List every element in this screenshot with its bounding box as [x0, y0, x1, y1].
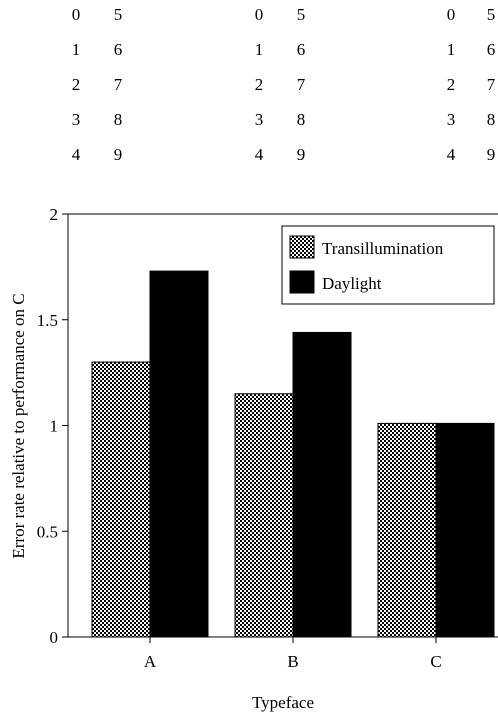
y-tick-label: 1.5: [37, 311, 58, 330]
legend-swatch-transillumination: [289, 235, 315, 259]
legend-swatch-daylight: [289, 270, 315, 294]
bar-transillumination-b: [234, 393, 294, 638]
x-tick-label: A: [144, 652, 157, 671]
y-tick-label: 0: [50, 628, 59, 647]
digit-sample: 7: [114, 75, 123, 94]
digit-sample: 3: [447, 110, 456, 129]
digit-sample: 6: [297, 40, 306, 59]
digit-sample: 2: [72, 75, 81, 94]
digit-sample: 8: [297, 110, 306, 129]
legend-box: [281, 225, 495, 305]
bar-daylight-a: [149, 270, 209, 638]
y-axis-title: Error rate relative to performance on C: [9, 293, 28, 558]
digit-sample: 0: [255, 5, 264, 24]
y-axis-ticks: 0 0.5 1 1.5 2: [37, 205, 68, 647]
x-tick-label: C: [430, 652, 441, 671]
bar-daylight-c: [435, 422, 495, 638]
digit-sample: 8: [114, 110, 123, 129]
digit-sample: 6: [114, 40, 123, 59]
bar-transillumination-c: [377, 422, 437, 638]
x-tick-label: B: [287, 652, 298, 671]
legend-label-transillumination: Transillumination: [322, 239, 444, 258]
digit-sample: 5: [297, 5, 306, 24]
digit-sample: 9: [487, 145, 496, 164]
digit-sample: 1: [72, 40, 81, 59]
digit-sample: 4: [255, 145, 264, 164]
digit-sample: 5: [487, 5, 496, 24]
digit-sample: 4: [72, 145, 81, 164]
digit-sample: 1: [255, 40, 264, 59]
bars: [91, 270, 495, 638]
digit-sample: 9: [297, 145, 306, 164]
digit-sample: 3: [255, 110, 264, 129]
bar-daylight-b: [292, 331, 352, 638]
digit-sample: 5: [114, 5, 123, 24]
x-axis-title: Typeface: [252, 693, 314, 712]
digit-sample: 2: [447, 75, 456, 94]
digit-sample: 4: [447, 145, 456, 164]
y-tick-label: 0.5: [37, 522, 58, 541]
digit-sample: 2: [255, 75, 264, 94]
digit-sample: 3: [72, 110, 81, 129]
digit-sample: 6: [487, 40, 496, 59]
digit-sample-table: 0 5 1 6 2 7 3 8 4 9 0 5 1 6 2 7 3 8 4 9 0 5 1 6 2 7 3 8 4 9: [72, 5, 496, 164]
legend: Transillumination Daylight: [281, 225, 495, 305]
digit-sample: 8: [487, 110, 496, 129]
y-tick-label: 2: [50, 205, 59, 224]
digit-sample: 7: [487, 75, 496, 94]
digit-sample: 1: [447, 40, 456, 59]
digit-sample: 7: [297, 75, 306, 94]
bar-transillumination-a: [91, 361, 151, 638]
x-axis-ticks: A B C: [144, 637, 442, 671]
digit-sample: 0: [72, 5, 81, 24]
y-tick-label: 1: [50, 417, 59, 436]
legend-label-daylight: Daylight: [322, 274, 382, 293]
digit-sample: 0: [447, 5, 456, 24]
bar-chart: 0 0.5 1 1.5 2 A B C Typeface Error rate relati…: [9, 205, 498, 712]
digit-sample: 9: [114, 145, 123, 164]
